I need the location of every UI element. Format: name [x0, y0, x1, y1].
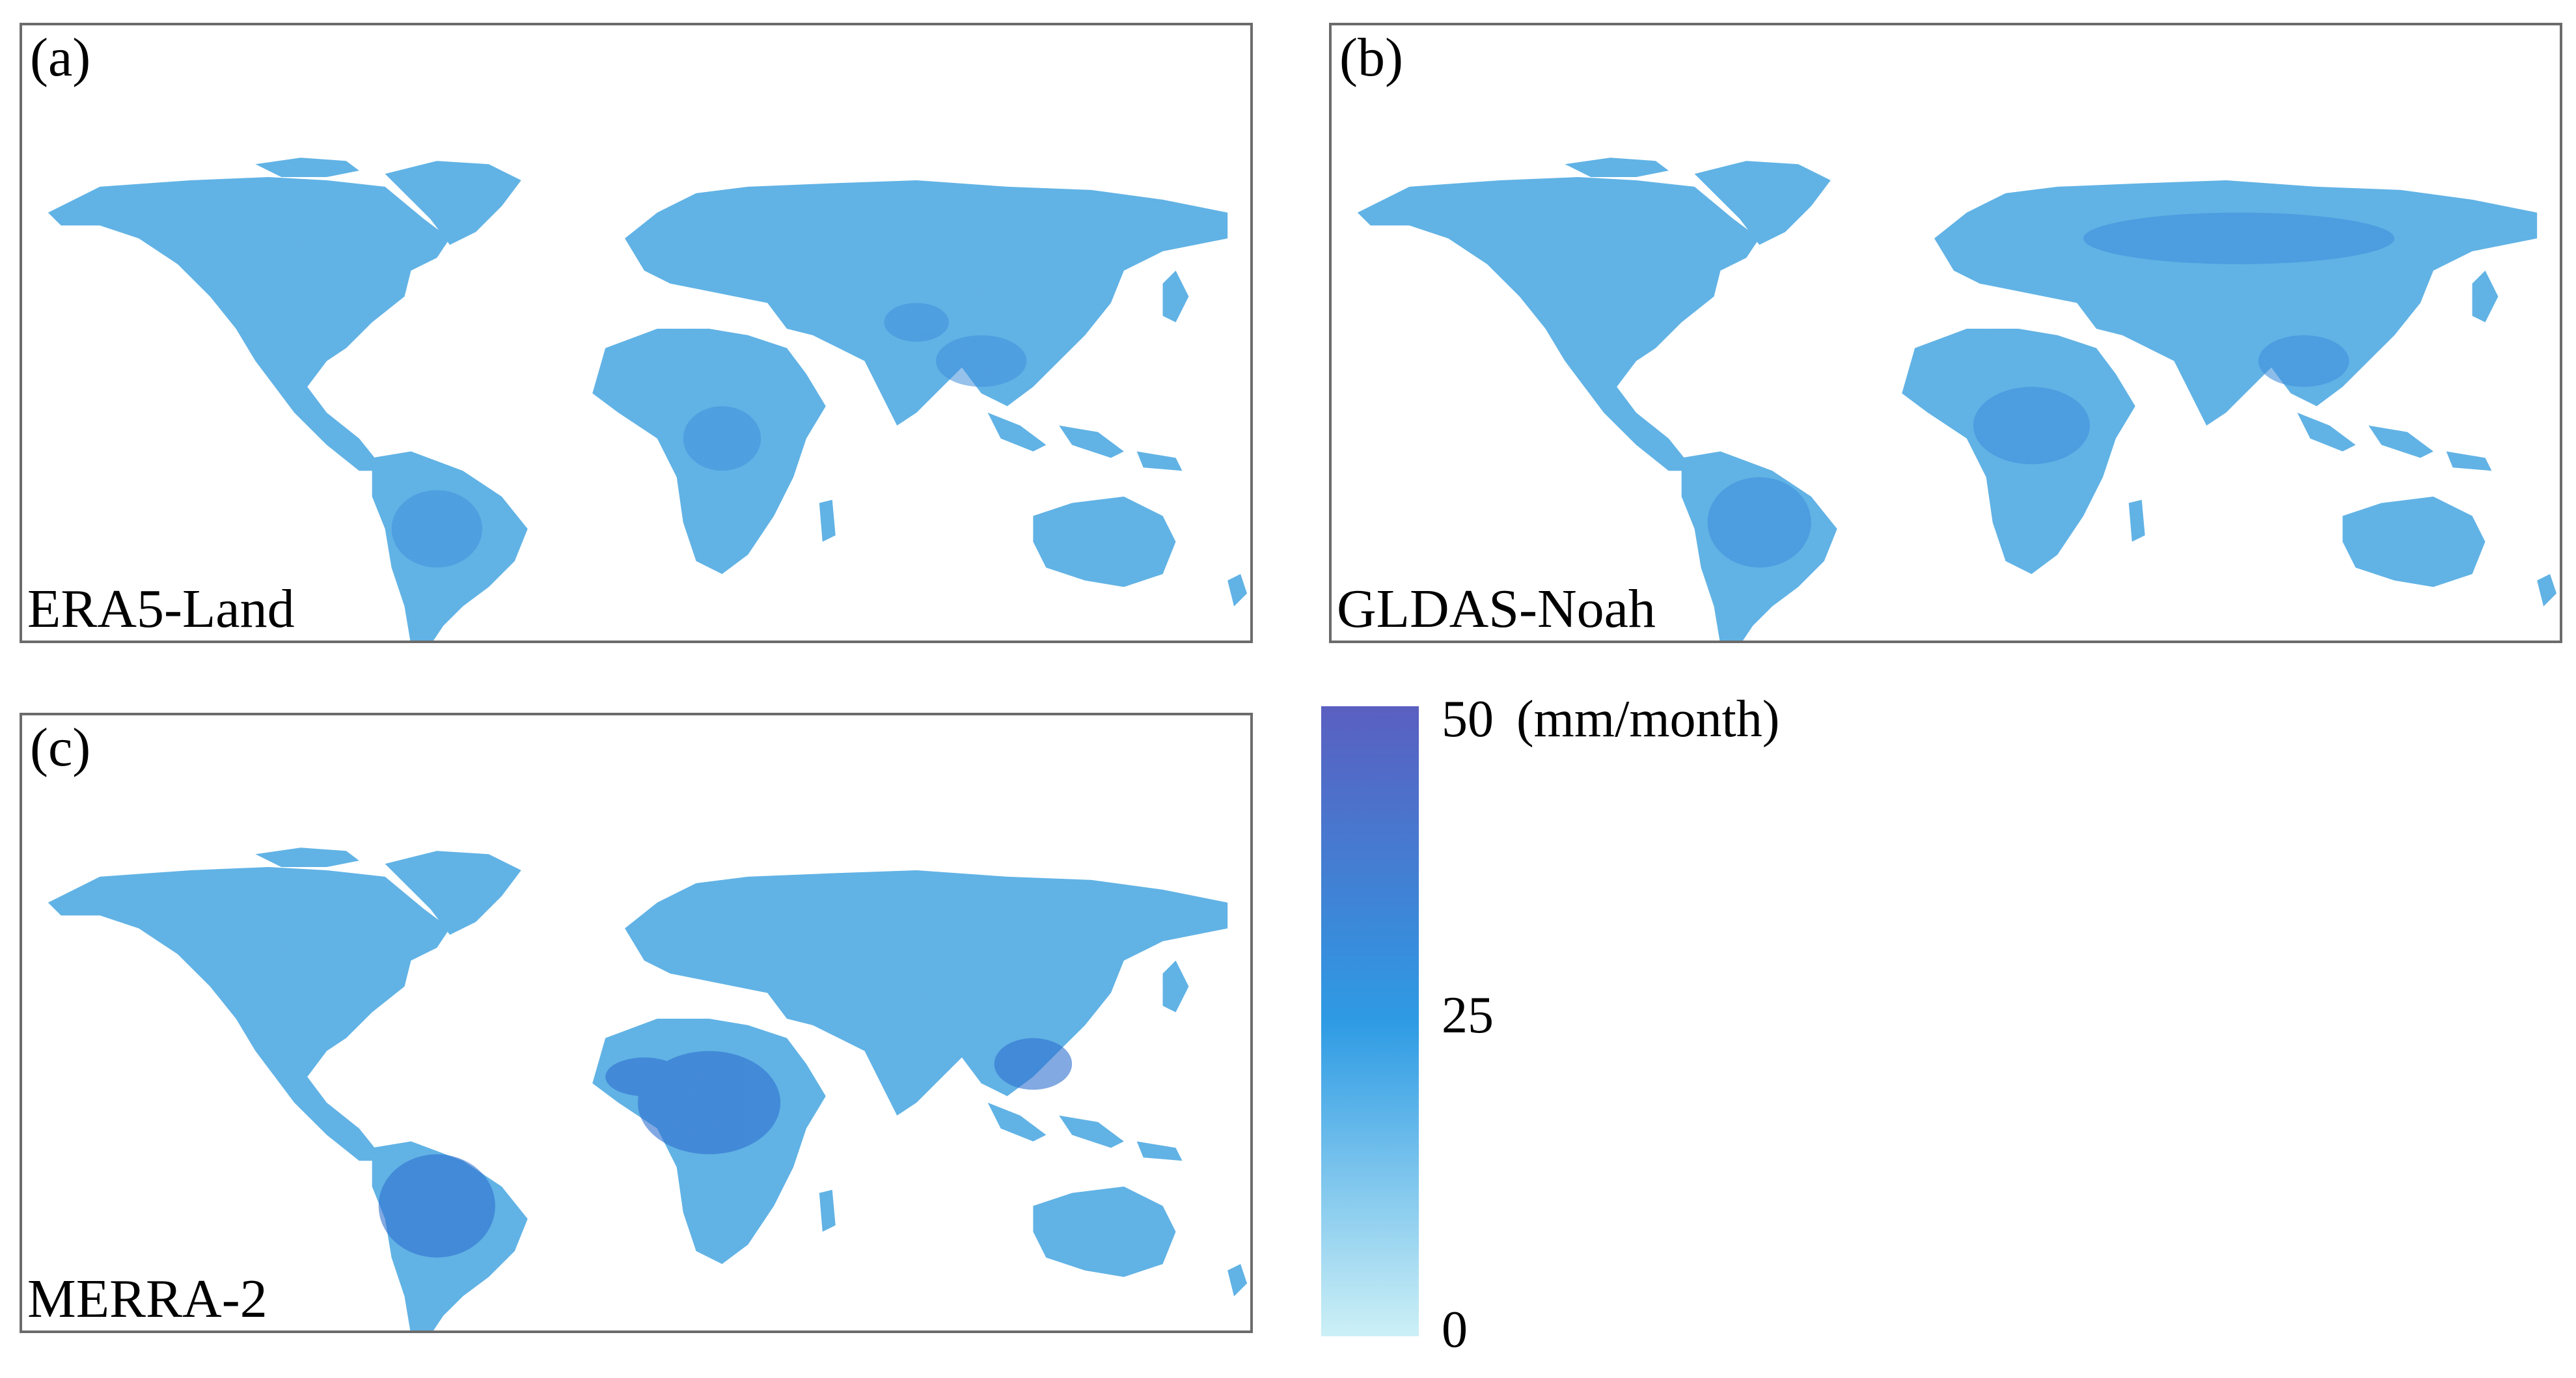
world-map-gldas-noah: [1332, 25, 2560, 641]
map-panel-merra-2: (c) MERRA-2: [20, 713, 1253, 1333]
map-panel-era5-land: (a) ERA5-Land: [20, 23, 1253, 643]
colorbar-mid-label: 25: [1442, 987, 1494, 1044]
panel-letter: (b): [1339, 27, 1403, 88]
dataset-label: ERA5-Land: [27, 579, 295, 639]
colorbar-unit-label: (mm/month): [1516, 691, 1780, 748]
dataset-label: MERRA-2: [27, 1269, 267, 1329]
world-map-era5-land: [22, 25, 1250, 641]
panel-letter: (a): [30, 27, 91, 88]
colorbar: [1321, 706, 1419, 1336]
map-panel-gldas-noah: (b) GLDAS-Noah: [1329, 23, 2562, 643]
dataset-label: GLDAS-Noah: [1337, 579, 1656, 639]
colorbar-max-label: 50: [1442, 691, 1494, 748]
panel-letter: (c): [30, 717, 91, 778]
world-map-merra-2: [22, 715, 1250, 1330]
land-mass: [48, 158, 1247, 641]
colorbar-min-label: 0: [1442, 1301, 1468, 1358]
